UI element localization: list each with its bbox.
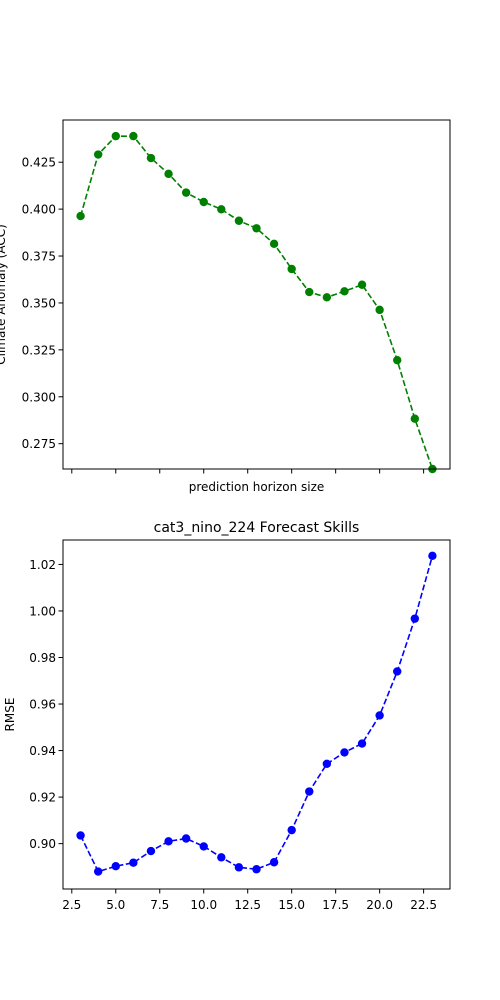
acc-y-tick-label: 0.325 bbox=[22, 343, 56, 357]
rmse-y-axis: 0.90 0.92 0.94 0.96 0.98 1.00 1.02 bbox=[29, 558, 63, 851]
rmse-x-tick-label: 7.5 bbox=[150, 898, 169, 912]
acc-y-tick-label: 0.300 bbox=[22, 390, 56, 404]
rmse-data-point bbox=[199, 842, 208, 851]
rmse-x-tick-label: 17.5 bbox=[322, 898, 349, 912]
acc-data-point bbox=[93, 150, 103, 159]
rmse-y-tick-label: 0.98 bbox=[29, 651, 56, 665]
acc-data-point bbox=[181, 188, 191, 197]
rmse-plot-frame bbox=[62, 539, 451, 890]
acc-data-point bbox=[340, 287, 349, 296]
acc-y-tick-label: 0.425 bbox=[22, 156, 56, 170]
acc-y-axis-label: Climate Anomaly (ACC) bbox=[0, 224, 8, 365]
rmse-data-point bbox=[269, 858, 279, 867]
acc-data-point bbox=[357, 280, 367, 289]
acc-data-point bbox=[129, 131, 138, 141]
rmse-data-point bbox=[357, 739, 367, 748]
acc-data-point bbox=[199, 197, 208, 207]
rmse-x-tick-label: 2.5 bbox=[62, 898, 81, 912]
acc-plot-frame bbox=[62, 119, 451, 470]
rmse-y-tick-label: 1.00 bbox=[29, 604, 56, 618]
acc-y-tick-label: 0.275 bbox=[22, 437, 56, 451]
acc-y-axis: 0.275 0.300 0.325 0.350 0.375 0.400 0.425 bbox=[22, 156, 63, 451]
acc-y-tick-label: 0.400 bbox=[22, 203, 56, 217]
rmse-data-point bbox=[76, 831, 85, 840]
rmse-subplot: cat3_nino_224 Forecast Skills 2.5 5.0 7.5 1… bbox=[3, 520, 451, 912]
rmse-data-point bbox=[93, 867, 103, 876]
rmse-x-tick-label: 22.5 bbox=[410, 898, 437, 912]
rmse-series-line bbox=[79, 555, 434, 873]
rmse-y-axis-label: RMSE bbox=[3, 698, 17, 732]
rmse-x-tick-label: 15.0 bbox=[278, 898, 305, 912]
acc-data-point bbox=[393, 355, 402, 365]
rmse-y-tick-label: 0.90 bbox=[29, 837, 56, 851]
rmse-y-tick-label: 1.02 bbox=[29, 558, 56, 572]
rmse-y-tick-label: 0.94 bbox=[29, 744, 56, 758]
acc-data-point bbox=[234, 216, 244, 225]
acc-y-tick-label: 0.375 bbox=[22, 250, 56, 264]
acc-data-point bbox=[111, 131, 120, 141]
acc-y-tick-label: 0.350 bbox=[22, 296, 56, 310]
rmse-data-point bbox=[146, 846, 156, 856]
rmse-data-point bbox=[252, 865, 261, 874]
rmse-data-point bbox=[181, 834, 191, 843]
acc-data-point bbox=[252, 224, 261, 233]
rmse-y-tick-label: 0.92 bbox=[29, 791, 56, 805]
rmse-data-point bbox=[129, 858, 138, 867]
rmse-x-tick-label: 5.0 bbox=[106, 898, 125, 912]
rmse-data-point bbox=[234, 863, 244, 872]
rmse-plot-content bbox=[76, 551, 437, 876]
rmse-y-tick-label: 0.96 bbox=[29, 698, 56, 712]
rmse-x-tick-label: 10.0 bbox=[190, 898, 217, 912]
rmse-data-point bbox=[375, 711, 384, 720]
rmse-data-point bbox=[428, 551, 437, 561]
rmse-x-tick-label: 12.5 bbox=[234, 898, 261, 912]
acc-data-point bbox=[375, 305, 384, 315]
rmse-x-axis: 2.5 5.0 7.5 10.0 12.5 15.0 17.5 20.0 22.5 bbox=[62, 889, 437, 912]
rmse-chart-title: cat3_nino_224 Forecast Skills bbox=[154, 520, 360, 536]
acc-data-point bbox=[287, 264, 296, 274]
rmse-data-point bbox=[340, 748, 349, 757]
acc-x-axis-label: prediction horizon size bbox=[189, 480, 325, 494]
acc-x-axis bbox=[71, 469, 425, 474]
acc-data-point bbox=[76, 211, 85, 221]
rmse-data-point bbox=[217, 853, 226, 862]
rmse-data-point bbox=[287, 825, 296, 835]
rmse-data-point bbox=[164, 837, 173, 846]
acc-data-point bbox=[217, 205, 226, 214]
rmse-data-point bbox=[305, 787, 314, 796]
acc-data-point bbox=[322, 293, 332, 302]
acc-data-point bbox=[269, 239, 279, 249]
acc-data-point bbox=[305, 287, 314, 297]
rmse-x-tick-label: 20.0 bbox=[366, 898, 393, 912]
rmse-data-point bbox=[111, 861, 120, 871]
rmse-data-point bbox=[322, 759, 332, 769]
rmse-data-point bbox=[393, 667, 402, 676]
acc-subplot: 0.275 0.300 0.325 0.350 0.375 0.400 0.425 pred… bbox=[0, 119, 451, 494]
rmse-data-point bbox=[410, 614, 420, 623]
acc-plot-content bbox=[76, 131, 437, 474]
acc-data-point bbox=[164, 169, 173, 179]
acc-data-point bbox=[146, 153, 156, 163]
acc-data-point bbox=[410, 414, 420, 423]
